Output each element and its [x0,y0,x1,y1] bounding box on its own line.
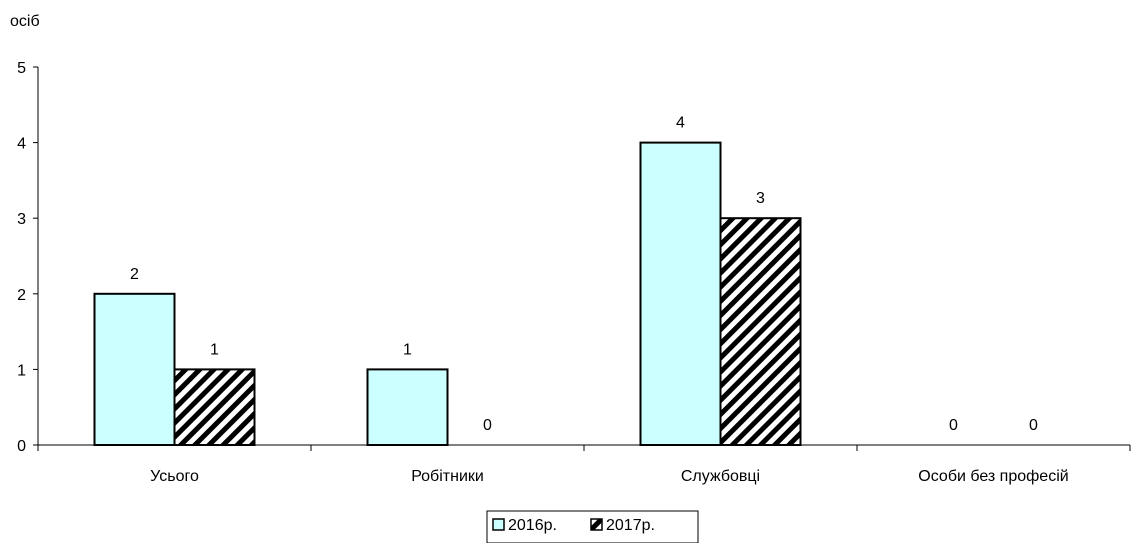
legend-swatch [590,518,603,531]
bar [93,292,176,446]
axes: 0 1 2 3 4 5 Усього Робітники Службовці Особи без … [17,60,1131,485]
y-tick-label: 5 [17,60,26,77]
x-tick-label: Особи без професій [918,468,1068,485]
data-label: 1 [403,341,412,358]
bars: 2 1 4 0 1 0 3 0 [93,115,1038,446]
x-tick-label: Усього [150,468,199,485]
bar [366,368,449,446]
x-tick-label: Службовці [681,468,760,485]
bar [173,368,256,446]
bar [639,141,722,446]
y-tick-label: 4 [17,136,26,153]
y-tick-label: 2 [17,287,26,304]
legend: 2016р. 2017р. [486,510,699,543]
data-label: 0 [483,417,492,434]
data-label: 0 [949,417,958,434]
y-tick-label: 3 [17,211,26,228]
x-tick-label: Робітники [411,468,484,485]
data-label: 1 [210,341,219,358]
y-axis-label: осіб [10,13,40,30]
data-label: 3 [756,190,765,207]
bar [719,217,802,446]
y-tick-label: 1 [17,362,26,379]
legend-swatch [492,518,505,531]
data-label: 2 [130,266,139,283]
data-label: 4 [676,115,685,132]
y-tick-label: 0 [17,438,26,455]
data-label: 0 [1029,417,1038,434]
legend-label: 2016р. [508,517,557,534]
legend-label: 2017р. [606,517,655,534]
